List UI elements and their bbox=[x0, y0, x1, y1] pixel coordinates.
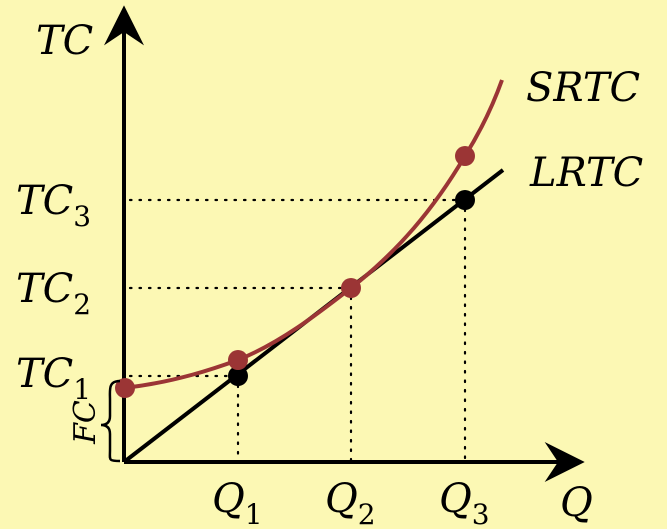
q-tick-labels: Q1 Q2 Q3 bbox=[212, 476, 490, 529]
srtc-point-q3 bbox=[455, 146, 475, 166]
srtc-label: SRTC bbox=[526, 65, 640, 111]
lrtc-point-q1 bbox=[228, 366, 248, 386]
srtc-point-q2 bbox=[341, 278, 361, 298]
lrtc-label: LRTC bbox=[529, 150, 643, 196]
tc1-label: TC1 bbox=[16, 351, 91, 406]
srtc-point-fc bbox=[115, 378, 135, 398]
guide-lines bbox=[128, 198, 467, 464]
fixed-cost-label: FC bbox=[68, 400, 103, 445]
tc3-label: TC3 bbox=[16, 178, 91, 233]
lrtc-point-q3 bbox=[455, 190, 475, 210]
srtc-point-q1 bbox=[228, 350, 248, 370]
srtc-curve bbox=[123, 79, 504, 390]
tc-tick-labels: TC3 TC2 TC1 bbox=[16, 178, 91, 406]
fixed-cost-brace bbox=[100, 379, 121, 463]
tc2-label: TC2 bbox=[16, 266, 91, 321]
q1-label: Q1 bbox=[212, 476, 263, 529]
y-axis-label: TC bbox=[36, 18, 93, 64]
q3-label: Q3 bbox=[439, 476, 490, 529]
x-axis-label: Q bbox=[560, 480, 593, 526]
q2-label: Q2 bbox=[325, 476, 376, 529]
